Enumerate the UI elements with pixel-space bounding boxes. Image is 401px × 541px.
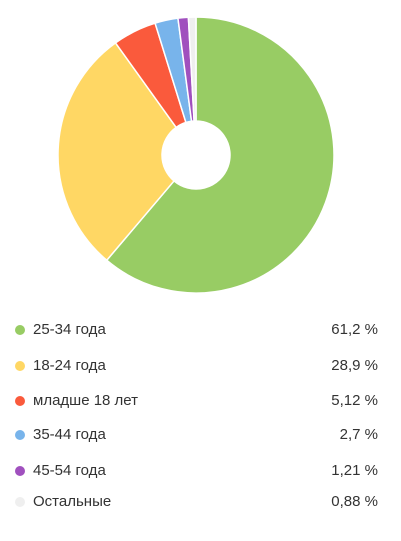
legend-value: 2,7 % — [339, 426, 378, 443]
legend-swatch — [15, 361, 25, 371]
legend-value: 28,9 % — [331, 357, 378, 374]
legend-value: 0,88 % — [331, 493, 378, 510]
legend-label: 45-54 года — [33, 462, 106, 479]
legend-item[interactable]: 45-54 года 1,21 % — [0, 459, 401, 483]
legend-item[interactable]: 18-24 года 28,9 % — [0, 354, 401, 378]
legend-value: 61,2 % — [331, 321, 378, 338]
pie-slice[interactable] — [187, 16, 197, 122]
pie-slice[interactable] — [105, 16, 335, 294]
legend-value: 5,12 % — [331, 392, 378, 409]
legend-item[interactable]: Остальные 0,88 % — [0, 490, 401, 514]
pie-chart — [57, 16, 335, 294]
legend-label: 18-24 года — [33, 357, 106, 374]
pie-slice[interactable] — [57, 41, 178, 262]
legend-swatch — [15, 325, 25, 335]
legend-item[interactable]: 25-34 года 61,2 % — [0, 318, 401, 342]
legend-swatch — [15, 466, 25, 476]
legend-item[interactable]: 35-44 года 2,7 % — [0, 423, 401, 447]
legend-item[interactable]: младше 18 лет 5,12 % — [0, 389, 401, 413]
legend-label: 35-44 года — [33, 426, 106, 443]
legend-swatch — [15, 497, 25, 507]
legend-swatch — [15, 430, 25, 440]
legend-label: младше 18 лет — [33, 392, 139, 409]
legend-value: 1,21 % — [331, 462, 378, 479]
legend-swatch — [15, 396, 25, 406]
legend-label: 25-34 года — [33, 321, 106, 338]
legend-label: Остальные — [33, 493, 112, 510]
pie-chart-svg — [57, 16, 335, 294]
